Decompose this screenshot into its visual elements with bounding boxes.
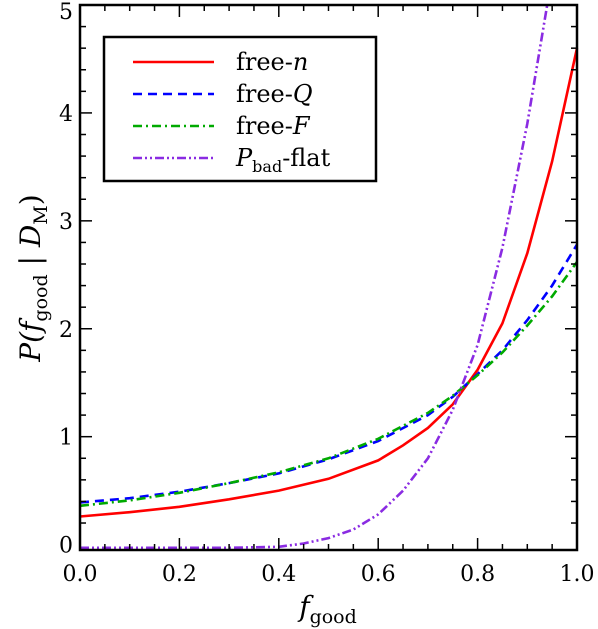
x-tick-label: 0.0 (63, 562, 98, 587)
legend: free-n free-Q free-F Pbad-flat (102, 35, 378, 183)
y-label-fsub: good (30, 274, 52, 321)
plot-area (79, 4, 579, 550)
x-tick-label: 0.8 (460, 562, 495, 587)
y-label-dsub: M (30, 205, 52, 224)
y-axis-label: P(fgood | DM) (14, 194, 52, 362)
series-line-free-Q (79, 243, 579, 504)
x-tick-label: 0.2 (162, 562, 197, 587)
legend-label-free-n: free-n (236, 48, 308, 76)
series-line-free-n (79, 47, 579, 518)
x-tick-label: 0.4 (261, 562, 296, 587)
legend-label-free-F: free-F (236, 112, 311, 140)
y-tick-label: 1 (59, 426, 73, 451)
series-line-Pbad-flat (80, 4, 549, 550)
series-line-free-F (79, 261, 579, 508)
legend-label-free-Q: free-Q (236, 80, 313, 108)
x-axis-label: fgood (297, 590, 357, 628)
y-label-p: P( (14, 331, 47, 363)
y-label-d: D (14, 225, 47, 248)
x-tick-label: 1.0 (560, 562, 595, 587)
y-label-post: ) (14, 194, 47, 205)
y-tick-label: 0 (59, 534, 73, 559)
x-axis-label-sub: good (310, 606, 357, 628)
y-tick-label: 5 (59, 0, 73, 25)
legend-label-Pbad-flat: Pbad-flat (235, 144, 331, 176)
y-tick-label: 4 (59, 102, 73, 127)
y-label-bar: | (14, 247, 47, 274)
y-tick-label: 2 (59, 318, 73, 343)
axis-ticks (80, 5, 577, 550)
tick-labels: 0.0 0.2 0.4 0.6 0.8 1.0 0 1 2 3 4 5 (59, 0, 595, 587)
y-tick-label: 3 (59, 210, 73, 235)
x-tick-label: 0.6 (361, 562, 396, 587)
